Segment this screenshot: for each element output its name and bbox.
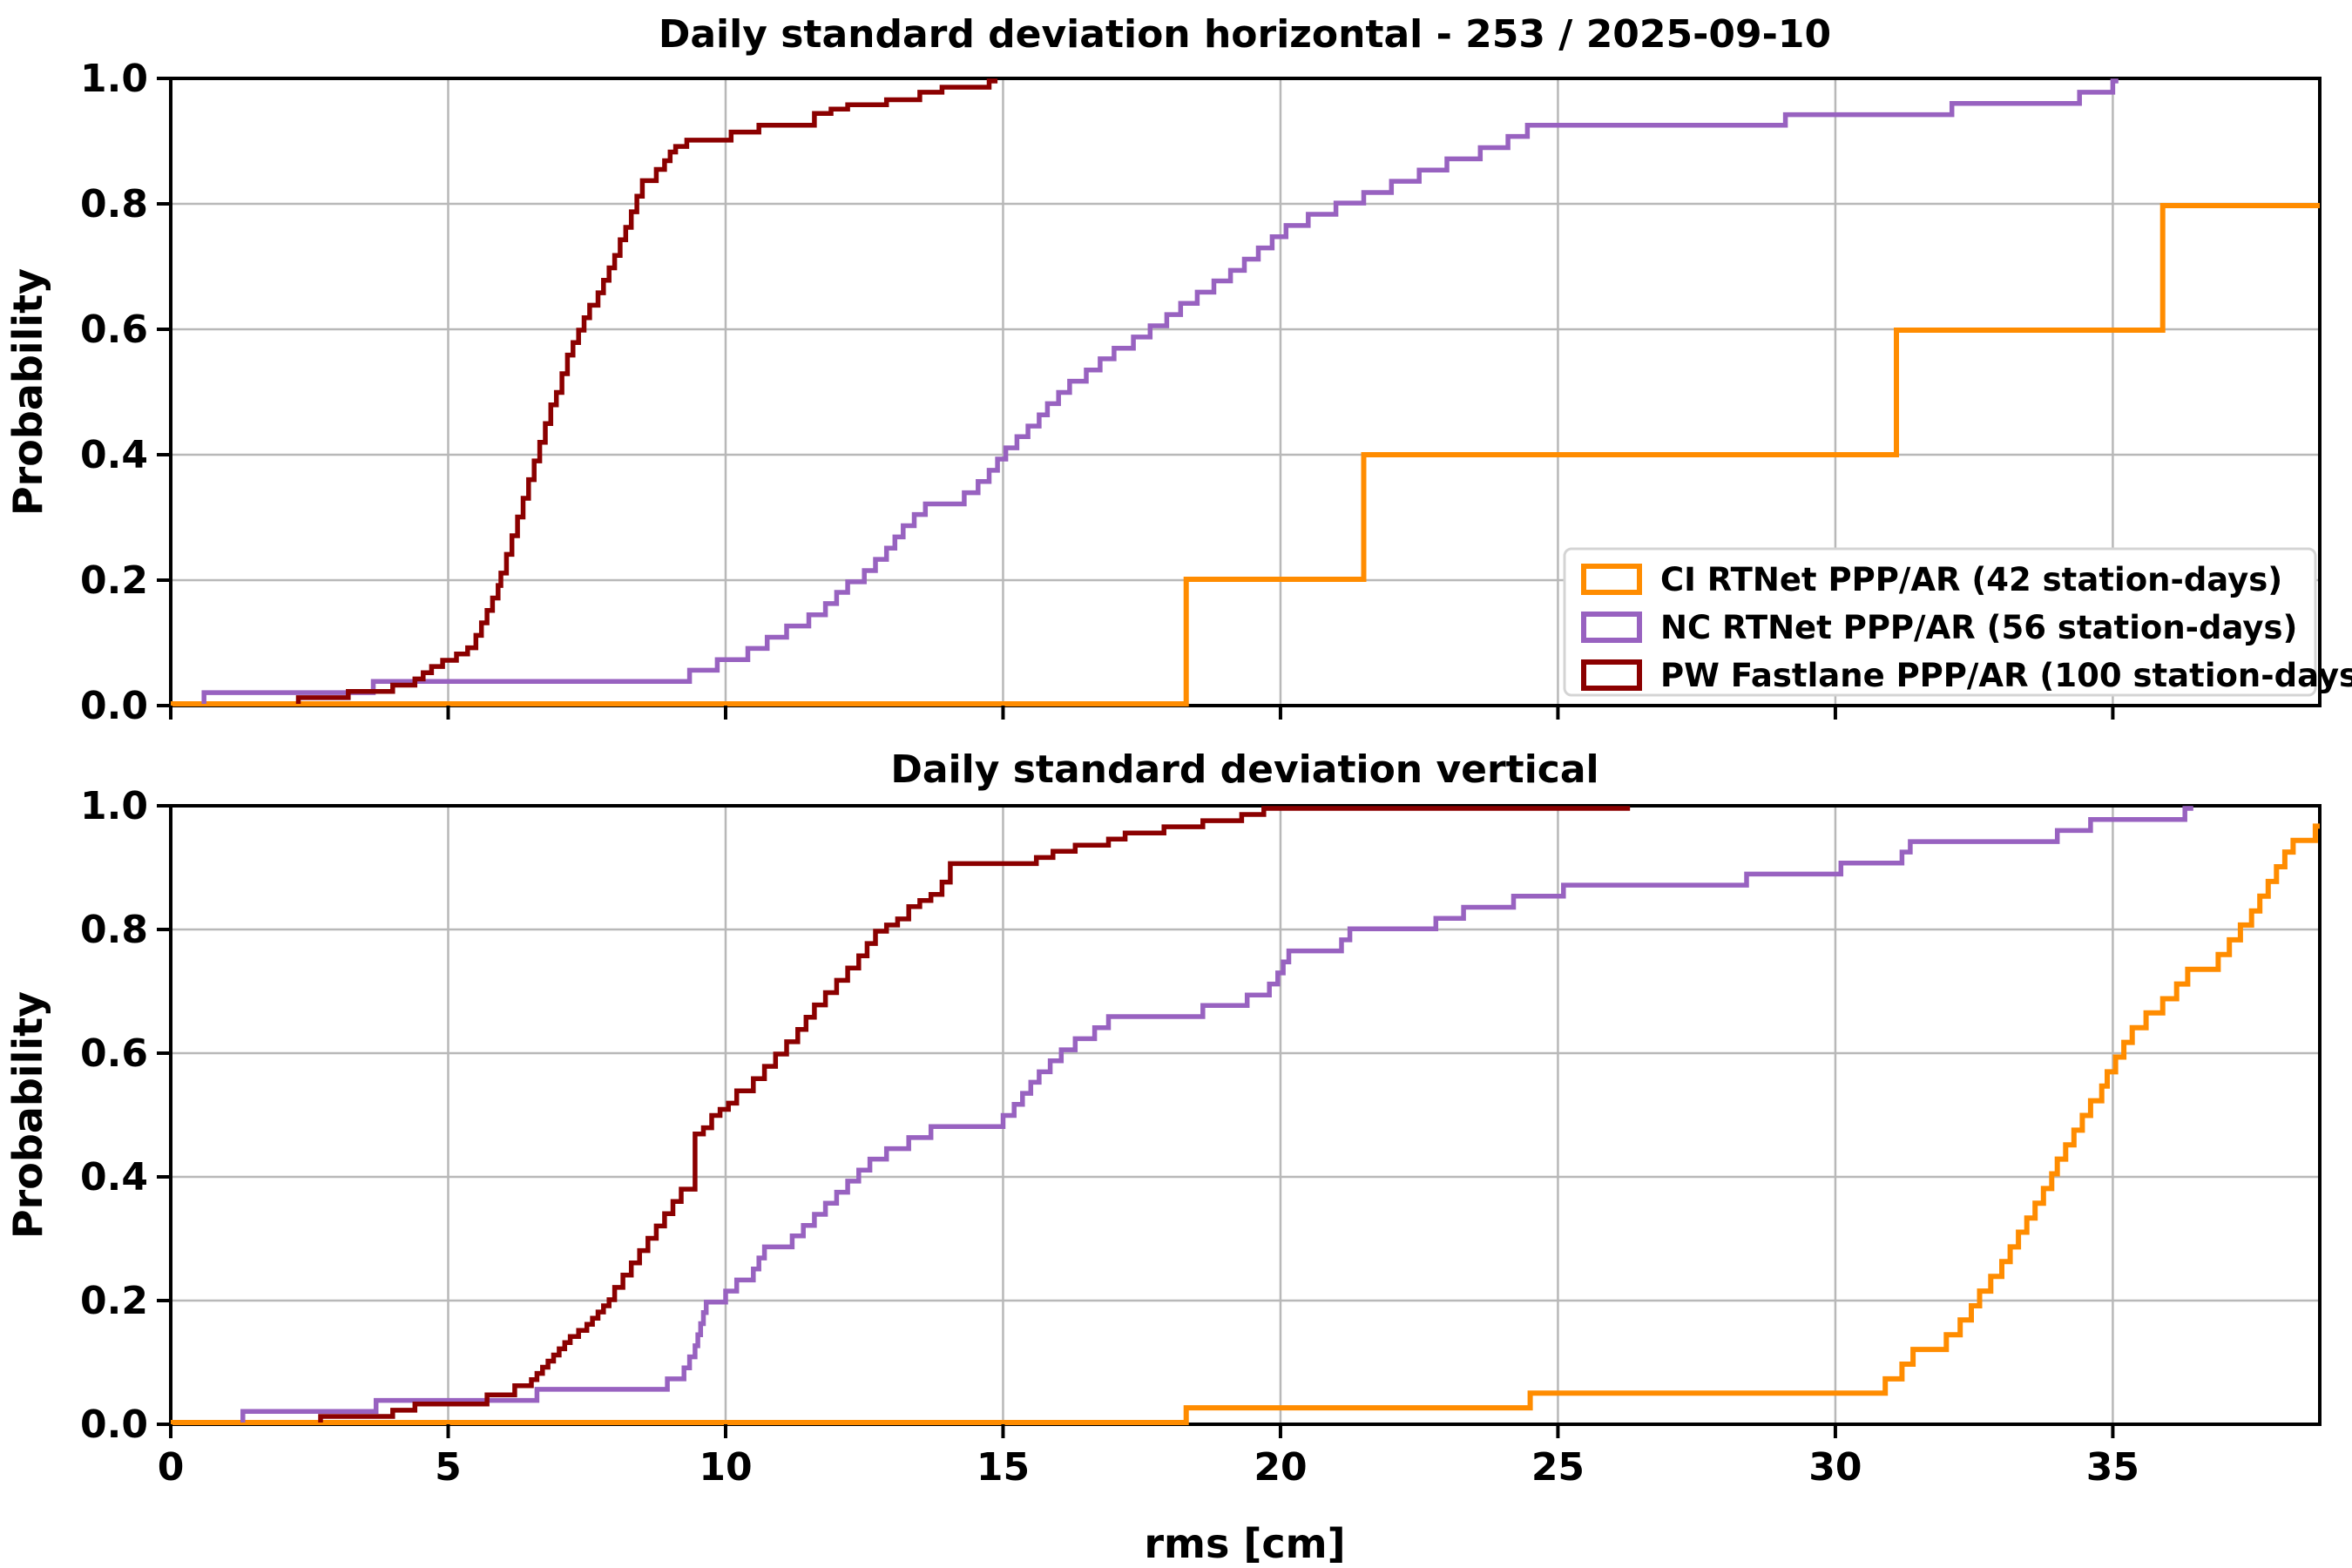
x-tick-label: 30 — [1808, 1445, 1862, 1490]
y-tick-label: 1.0 — [80, 784, 148, 828]
legend-swatch-ci — [1581, 564, 1642, 595]
bottom-y-axis-label: Probability — [4, 991, 51, 1239]
x-axis-label: rms [cm] — [1144, 1520, 1345, 1567]
legend-box — [1563, 547, 2317, 697]
series-curve-2 — [318, 806, 1631, 1423]
y-tick-label: 0.4 — [80, 1155, 148, 1200]
series-curve-1 — [201, 78, 2119, 704]
legend-label-ci: CI RTNet PPP/AR (42 station-days) — [1660, 561, 2282, 598]
y-tick-label: 0.6 — [80, 308, 148, 352]
x-tick-label: 10 — [699, 1445, 752, 1490]
y-tick-label: 0.8 — [80, 908, 148, 952]
y-tick-label: 0.4 — [80, 433, 148, 477]
bottom-subplot: 0 5 10 15 20 25 30 35 0.0 0.2 0.4 0.6 0.8 1.0 — [80, 784, 2322, 1490]
y-tick-label: 0.0 — [80, 1402, 148, 1447]
y-tick-label: 0.0 — [80, 684, 148, 728]
bottom-plot-title: Daily standard deviation vertical — [890, 747, 1598, 792]
x-tick-label: 0 — [158, 1445, 185, 1490]
series-curve-2 — [295, 78, 998, 704]
series-curve-0 — [171, 823, 2320, 1425]
top-y-axis-label: Probability — [4, 268, 51, 516]
y-tick-label: 0.2 — [80, 1279, 148, 1323]
x-tick-label: 5 — [435, 1445, 462, 1490]
top-plot-title: Daily standard deviation horizontal - 25… — [659, 12, 1831, 57]
x-tick-label: 15 — [977, 1445, 1030, 1490]
plot-spines — [169, 77, 2322, 707]
legend-label-nc: NC RTNet PPP/AR (56 station-days) — [1660, 609, 2297, 646]
y-tick-label: 0.2 — [80, 558, 148, 603]
x-tick-label: 35 — [2086, 1445, 2139, 1490]
y-tick-label: 1.0 — [80, 57, 148, 101]
x-tick-label: 20 — [1254, 1445, 1307, 1490]
y-tick-label: 0.6 — [80, 1031, 148, 1076]
series-curve-1 — [240, 806, 2193, 1423]
plot-spines — [169, 804, 2322, 1426]
legend-label-pw: PW Fastlane PPP/AR (100 station-days) — [1660, 657, 2352, 694]
legend: CI RTNet PPP/AR (42 station-days) NC RTN… — [1563, 547, 2352, 697]
y-tick-label: 0.8 — [80, 182, 148, 226]
series-curve-0 — [171, 203, 2320, 706]
legend-swatch-nc — [1581, 612, 1642, 643]
legend-swatch-pw — [1581, 659, 1642, 691]
top-subplot: 0.0 0.2 0.4 0.6 0.8 1.0 — [80, 57, 2322, 728]
x-tick-label: 25 — [1531, 1445, 1585, 1490]
